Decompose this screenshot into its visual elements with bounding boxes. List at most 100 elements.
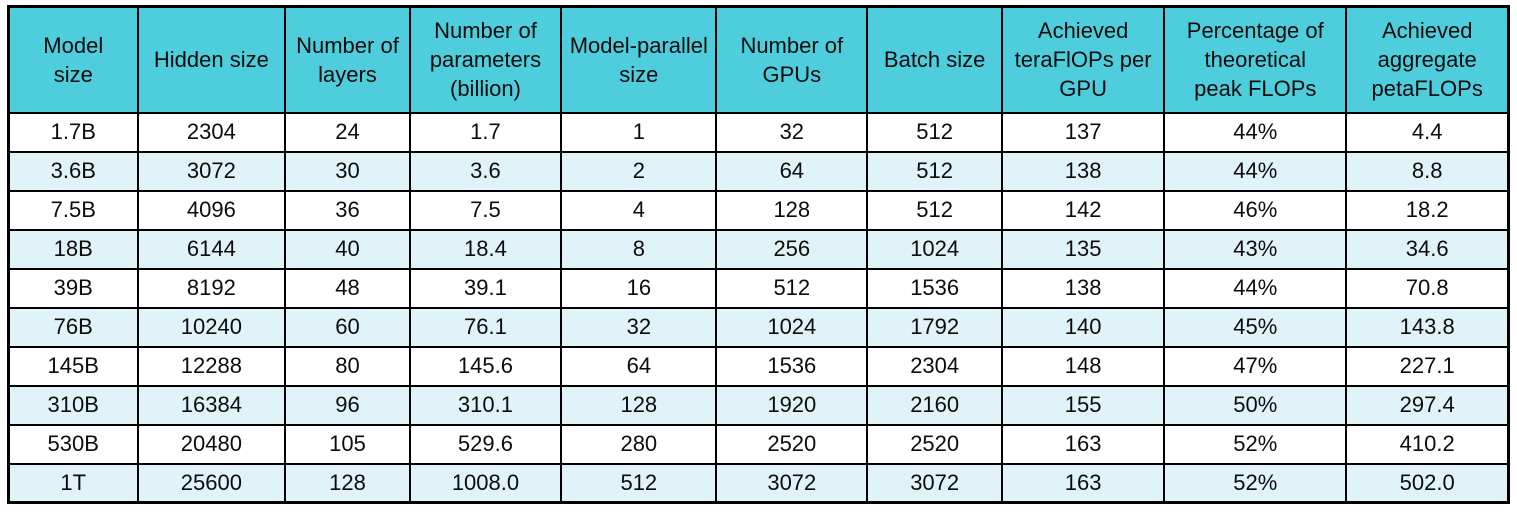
table-cell: 40 bbox=[284, 228, 411, 270]
table-cell: 52% bbox=[1163, 423, 1348, 465]
table-row: 76B 10240 60 76.1 32 1024 1792 140 45% 143.8 bbox=[7, 306, 1510, 348]
table-cell: 48 bbox=[284, 267, 411, 309]
table-cell: 18.2 bbox=[1345, 189, 1510, 231]
table-cell: 128 bbox=[560, 384, 718, 426]
table-cell: 47% bbox=[1163, 345, 1348, 387]
table-cell: 1.7B bbox=[7, 111, 139, 153]
column-header: Achieved teraFlOPs per GPU bbox=[1001, 5, 1166, 114]
table-cell: 6144 bbox=[136, 228, 287, 270]
table-row: 7.5B 4096 36 7.5 4 128 512 142 46% 18.2 bbox=[7, 189, 1510, 231]
table-cell: 2304 bbox=[136, 111, 287, 153]
table-header: Model size Hidden size Number of layers Num… bbox=[7, 5, 1510, 114]
table-cell: 163 bbox=[1001, 423, 1166, 465]
table-cell: 24 bbox=[284, 111, 411, 153]
table-cell: 4.4 bbox=[1345, 111, 1510, 153]
table-cell: 2 bbox=[560, 150, 718, 192]
table-cell: 50% bbox=[1163, 384, 1348, 426]
table-row: 1.7B 2304 24 1.7 1 32 512 137 44% 4.4 bbox=[7, 111, 1510, 153]
table-cell: 52% bbox=[1163, 462, 1348, 504]
table-cell: 3.6 bbox=[408, 150, 563, 192]
table-cell: 8192 bbox=[136, 267, 287, 309]
column-header: Model-parallel size bbox=[560, 5, 718, 114]
table-cell: 10240 bbox=[136, 306, 287, 348]
table-cell: 44% bbox=[1163, 111, 1348, 153]
table-cell: 502.0 bbox=[1345, 462, 1510, 504]
table-cell: 43% bbox=[1163, 228, 1348, 270]
table-cell: 138 bbox=[1001, 267, 1166, 309]
table-cell: 80 bbox=[284, 345, 411, 387]
table-cell: 280 bbox=[560, 423, 718, 465]
table-cell: 512 bbox=[866, 111, 1004, 153]
table-cell: 18.4 bbox=[408, 228, 563, 270]
table-cell: 227.1 bbox=[1345, 345, 1510, 387]
table-cell: 138 bbox=[1001, 150, 1166, 192]
table-cell: 64 bbox=[715, 150, 869, 192]
table-cell: 46% bbox=[1163, 189, 1348, 231]
table-cell: 3072 bbox=[866, 462, 1004, 504]
column-header: Number of GPUs bbox=[715, 5, 869, 114]
table-cell: 32 bbox=[560, 306, 718, 348]
table-row: 18B 6144 40 18.4 8 256 1024 135 43% 34.6 bbox=[7, 228, 1510, 270]
table-row: 3.6B 3072 30 3.6 2 64 512 138 44% 8.8 bbox=[7, 150, 1510, 192]
table-cell: 142 bbox=[1001, 189, 1166, 231]
table-cell: 297.4 bbox=[1345, 384, 1510, 426]
table-cell: 1536 bbox=[715, 345, 869, 387]
table-cell: 512 bbox=[866, 150, 1004, 192]
table-cell: 1008.0 bbox=[408, 462, 563, 504]
table-cell: 34.6 bbox=[1345, 228, 1510, 270]
model-scaling-table: Model size Hidden size Number of layers Num… bbox=[7, 5, 1510, 504]
table-cell: 8.8 bbox=[1345, 150, 1510, 192]
table-cell: 76.1 bbox=[408, 306, 563, 348]
column-header: Number of parameters (billion) bbox=[408, 5, 563, 114]
table-cell: 7.5 bbox=[408, 189, 563, 231]
table-cell: 39B bbox=[7, 267, 139, 309]
table-cell: 310B bbox=[7, 384, 139, 426]
table-row: 39B 8192 48 39.1 16 512 1536 138 44% 70.8 bbox=[7, 267, 1510, 309]
table-cell: 4096 bbox=[136, 189, 287, 231]
table-cell: 143.8 bbox=[1345, 306, 1510, 348]
table-cell: 148 bbox=[1001, 345, 1166, 387]
table-cell: 30 bbox=[284, 150, 411, 192]
table-cell: 1792 bbox=[866, 306, 1004, 348]
table-cell: 4 bbox=[560, 189, 718, 231]
table-cell: 1T bbox=[7, 462, 139, 504]
table-cell: 529.6 bbox=[408, 423, 563, 465]
table-cell: 2304 bbox=[866, 345, 1004, 387]
table-cell: 530B bbox=[7, 423, 139, 465]
table-cell: 1.7 bbox=[408, 111, 563, 153]
table-cell: 1024 bbox=[866, 228, 1004, 270]
table-cell: 310.1 bbox=[408, 384, 563, 426]
table-cell: 155 bbox=[1001, 384, 1166, 426]
table-cell: 128 bbox=[715, 189, 869, 231]
table-cell: 45% bbox=[1163, 306, 1348, 348]
table-cell: 1 bbox=[560, 111, 718, 153]
table-cell: 2520 bbox=[715, 423, 869, 465]
table-cell: 140 bbox=[1001, 306, 1166, 348]
table-cell: 25600 bbox=[136, 462, 287, 504]
table-cell: 512 bbox=[866, 189, 1004, 231]
table-cell: 1024 bbox=[715, 306, 869, 348]
column-header: Batch size bbox=[866, 5, 1004, 114]
table-cell: 128 bbox=[284, 462, 411, 504]
table-cell: 3072 bbox=[136, 150, 287, 192]
column-header: Number of layers bbox=[284, 5, 411, 114]
table-cell: 39.1 bbox=[408, 267, 563, 309]
table-cell: 36 bbox=[284, 189, 411, 231]
table-cell: 256 bbox=[715, 228, 869, 270]
table-cell: 16 bbox=[560, 267, 718, 309]
table-cell: 70.8 bbox=[1345, 267, 1510, 309]
table-cell: 163 bbox=[1001, 462, 1166, 504]
column-header: Percentage of theoretical peak FLOPs bbox=[1163, 5, 1348, 114]
table-cell: 135 bbox=[1001, 228, 1166, 270]
table-cell: 44% bbox=[1163, 150, 1348, 192]
table-cell: 20480 bbox=[136, 423, 287, 465]
table-cell: 3072 bbox=[715, 462, 869, 504]
table-cell: 3.6B bbox=[7, 150, 139, 192]
table-row: 145B 12288 80 145.6 64 1536 2304 148 47% 227.1 bbox=[7, 345, 1510, 387]
table-cell: 105 bbox=[284, 423, 411, 465]
table-cell: 145.6 bbox=[408, 345, 563, 387]
table-cell: 2520 bbox=[866, 423, 1004, 465]
table-cell: 16384 bbox=[136, 384, 287, 426]
table-row: 1T 25600 128 1008.0 512 3072 3072 163 52% 502.0 bbox=[7, 462, 1510, 504]
table-cell: 96 bbox=[284, 384, 411, 426]
